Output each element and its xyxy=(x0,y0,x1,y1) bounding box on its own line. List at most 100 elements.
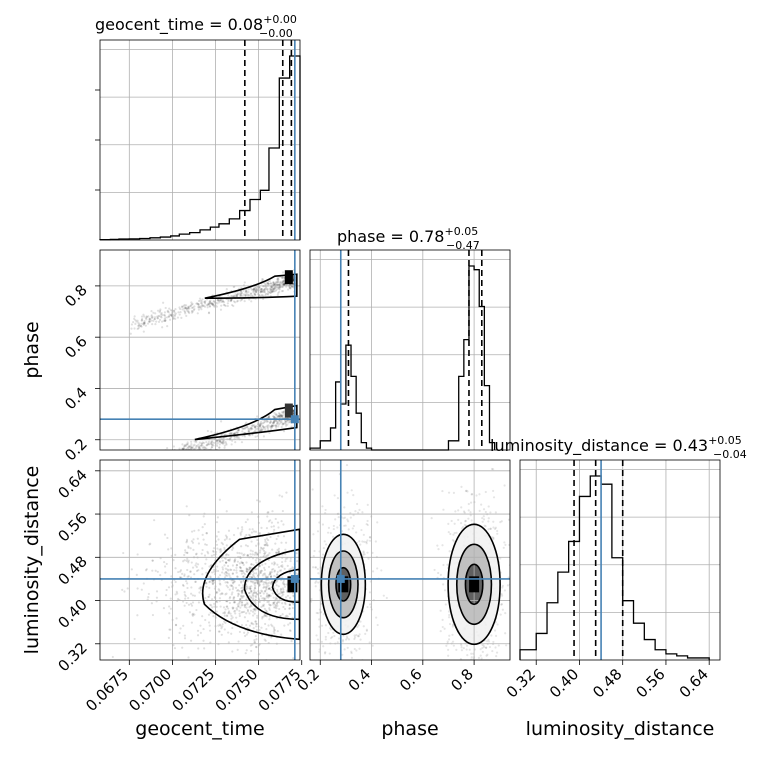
sample-point xyxy=(205,532,209,535)
sample-point xyxy=(158,314,161,317)
sample-point xyxy=(241,570,244,573)
sample-point xyxy=(252,594,255,598)
sample-point xyxy=(228,574,231,577)
sample-point xyxy=(163,317,166,321)
sample-point xyxy=(276,420,279,423)
sample-point xyxy=(277,415,280,418)
sample-point xyxy=(148,320,151,323)
sample-point xyxy=(337,637,341,640)
sample-point xyxy=(274,603,277,606)
sample-point xyxy=(484,510,487,514)
sample-point xyxy=(248,294,251,297)
y-tick-label-luminosity_distance-0: 0.32 xyxy=(54,639,90,675)
sample-point xyxy=(491,649,494,653)
sample-point xyxy=(279,614,282,618)
sample-point xyxy=(280,414,283,418)
sample-point xyxy=(151,322,154,326)
sample-point xyxy=(469,511,472,514)
sample-point xyxy=(236,608,239,611)
sample-point xyxy=(244,294,247,297)
sample-point xyxy=(283,567,286,570)
sample-point xyxy=(209,575,212,578)
sample-point xyxy=(210,554,214,557)
sample-point xyxy=(253,287,256,291)
x-tick-label-phase-3: 0.8 xyxy=(447,665,477,695)
sample-point xyxy=(448,634,451,637)
sample-point xyxy=(274,671,276,673)
sample-point xyxy=(249,603,253,606)
sample-point xyxy=(282,581,285,584)
sample-point xyxy=(266,420,270,423)
sample-point xyxy=(186,568,189,572)
sample-point xyxy=(183,634,187,637)
sample-point xyxy=(216,302,219,305)
sample-point xyxy=(189,447,192,450)
sample-point xyxy=(250,540,253,543)
sample-point xyxy=(188,514,191,517)
sample-point xyxy=(276,604,279,607)
sample-point xyxy=(219,299,222,302)
sample-point xyxy=(451,539,455,542)
sample-point xyxy=(191,446,194,449)
marks-layer xyxy=(99,40,710,660)
sample-point xyxy=(282,430,286,433)
sample-point xyxy=(233,610,236,613)
sample-point xyxy=(260,569,263,572)
sample-point xyxy=(260,428,263,431)
sample-point xyxy=(203,446,207,449)
sample-point xyxy=(153,318,156,321)
sample-point xyxy=(254,293,257,296)
sample-point xyxy=(268,572,272,575)
sample-point xyxy=(314,566,317,569)
sample-point xyxy=(352,514,355,517)
sample-point xyxy=(183,451,185,453)
sample-point xyxy=(243,300,246,303)
sample-point xyxy=(256,538,259,542)
sample-point xyxy=(213,605,216,608)
sample-point xyxy=(199,305,202,308)
sample-point xyxy=(492,661,494,663)
sample-point xyxy=(488,645,492,649)
sample-point xyxy=(135,465,137,467)
sample-point xyxy=(220,592,223,595)
sample-point xyxy=(336,496,340,500)
sample-point xyxy=(313,549,316,553)
sample-point xyxy=(223,433,226,436)
sample-point xyxy=(264,609,268,612)
sample-point xyxy=(277,535,280,538)
density-peak xyxy=(469,576,480,593)
sample-point xyxy=(305,564,307,566)
sample-point xyxy=(187,603,191,606)
sample-point xyxy=(482,515,485,518)
sample-point xyxy=(242,289,245,292)
sample-point xyxy=(461,525,465,529)
sample-point xyxy=(191,302,194,305)
sample-point xyxy=(164,319,167,323)
sample-point xyxy=(220,633,223,636)
sample-point xyxy=(111,655,114,659)
sample-point xyxy=(263,288,266,291)
sample-point xyxy=(240,590,243,593)
sample-point xyxy=(144,569,148,572)
sample-point xyxy=(238,584,241,587)
sample-point xyxy=(207,595,210,599)
sample-point xyxy=(292,657,295,660)
sample-point xyxy=(255,424,258,428)
sample-point xyxy=(259,549,262,552)
sample-point xyxy=(275,603,279,606)
sample-point xyxy=(281,495,284,498)
sample-point xyxy=(215,439,219,442)
sample-point xyxy=(221,566,224,569)
sample-point xyxy=(178,461,180,463)
x-tick-label-luminosity_distance-4: 0.64 xyxy=(676,665,712,701)
sample-point xyxy=(141,317,144,321)
sample-point xyxy=(197,446,200,449)
sample-point xyxy=(263,613,266,617)
sample-point xyxy=(135,573,138,576)
sample-point xyxy=(253,293,256,296)
sample-point xyxy=(148,320,151,323)
x-tick-label-luminosity_distance-2: 0.48 xyxy=(589,665,625,701)
sample-point xyxy=(186,442,189,446)
sample-point xyxy=(226,302,229,305)
sample-point xyxy=(324,651,327,654)
